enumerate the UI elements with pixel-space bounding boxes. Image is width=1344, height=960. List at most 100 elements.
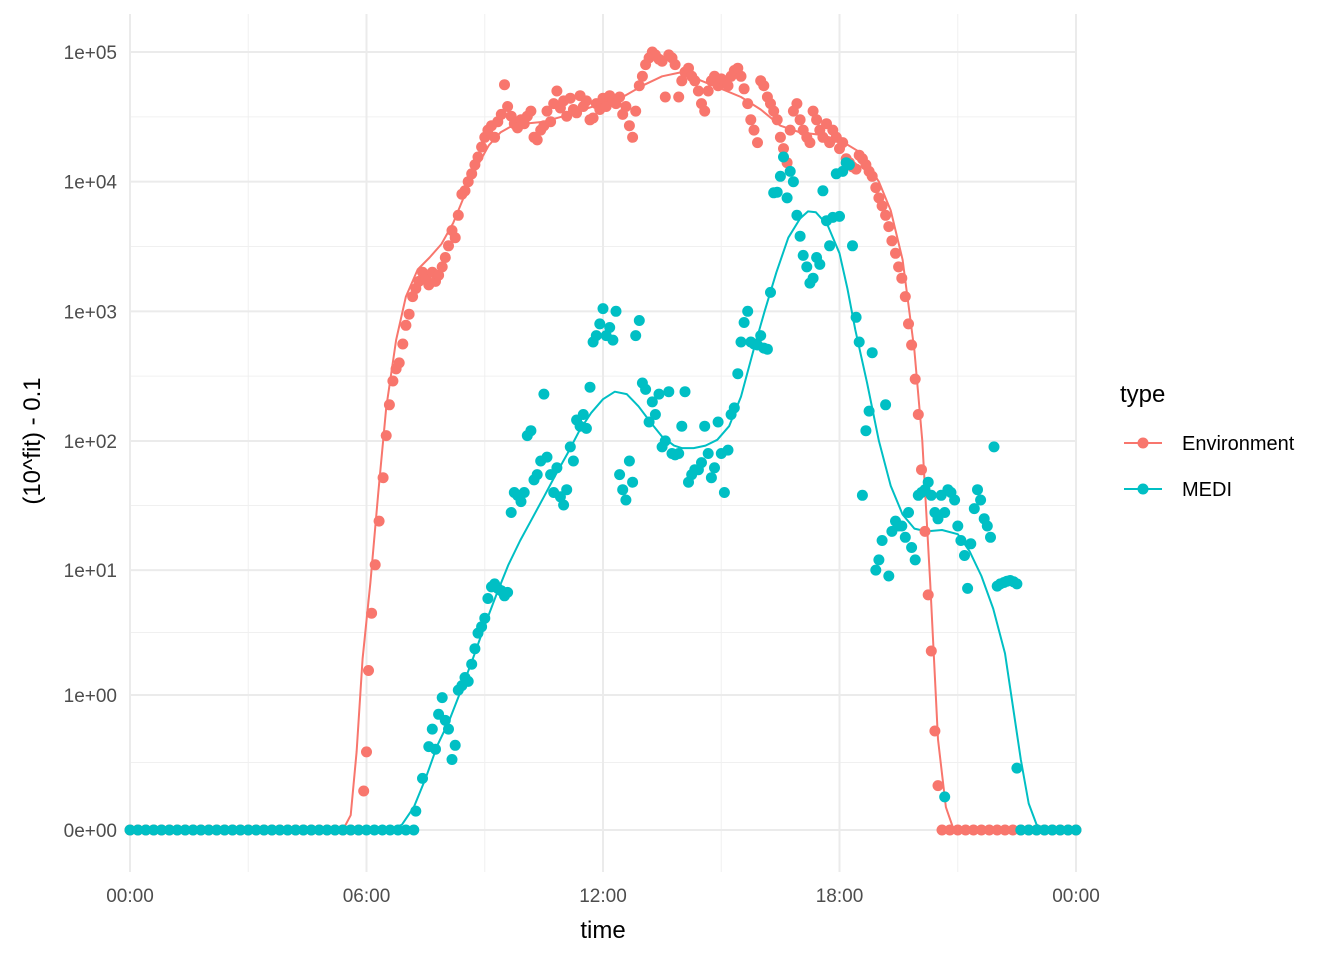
x-axis-title: time: [580, 917, 625, 944]
data-point: [443, 723, 454, 735]
data-point: [742, 305, 754, 317]
data-point: [925, 645, 937, 657]
data-point: [659, 435, 671, 447]
data-point: [653, 388, 665, 400]
data-point: [968, 824, 979, 836]
data-point: [366, 607, 378, 619]
data-point: [893, 261, 905, 273]
data-point: [452, 209, 464, 221]
data-point: [702, 85, 714, 97]
data-point: [794, 230, 806, 242]
data-point: [633, 315, 645, 326]
data-point: [890, 247, 901, 259]
data-point: [916, 464, 927, 476]
data-point: [669, 59, 681, 71]
data-point: [614, 91, 626, 103]
series-environment: [124, 46, 1082, 836]
data-point: [985, 531, 996, 543]
data-point: [768, 105, 780, 117]
legend-title: type: [1120, 381, 1165, 408]
data-point: [531, 134, 543, 146]
data-point: [774, 170, 786, 182]
data-point: [863, 405, 875, 417]
data-point: [643, 416, 655, 428]
data-point: [171, 824, 183, 836]
data-point: [353, 824, 365, 836]
y-tick-label: 1e+01: [64, 561, 117, 582]
data-point: [433, 269, 445, 281]
data-point: [290, 824, 302, 836]
data-point: [604, 322, 616, 333]
data-point: [771, 114, 783, 126]
data-point: [361, 746, 372, 758]
legend-item-environment: Environment: [1124, 433, 1295, 455]
data-point: [368, 824, 380, 836]
data-point: [499, 79, 510, 91]
data-point: [580, 95, 592, 107]
data-point: [1039, 824, 1050, 836]
data-point: [791, 98, 803, 110]
data-point: [880, 399, 892, 411]
data-point: [981, 520, 993, 532]
data-point: [758, 80, 770, 92]
data-point: [518, 487, 530, 498]
data-point: [525, 425, 537, 437]
data-point: [870, 564, 882, 576]
data-point: [258, 824, 270, 836]
data-point: [584, 381, 596, 393]
y-tick-label: 1e+04: [64, 173, 118, 194]
data-point: [551, 462, 563, 474]
data-point: [410, 805, 422, 817]
x-tick-label: 18:00: [816, 886, 864, 907]
y-axis-title: (10^fit) - 0.1: [19, 377, 46, 504]
data-point: [630, 330, 642, 342]
data-point: [932, 780, 944, 792]
legend-label: Environment: [1182, 433, 1295, 455]
data-point: [705, 472, 717, 484]
data-point: [502, 101, 514, 112]
data-point: [962, 582, 974, 594]
data-point: [266, 824, 278, 836]
data-point: [620, 101, 632, 112]
data-point: [140, 824, 152, 836]
data-point: [876, 200, 888, 212]
data-point: [400, 319, 412, 331]
data-point: [400, 824, 412, 836]
data-point: [430, 743, 441, 755]
data-point: [377, 472, 389, 484]
data-point: [689, 75, 701, 87]
data-point: [692, 85, 704, 97]
data-point: [242, 824, 254, 836]
data-point: [939, 791, 951, 803]
data-point: [663, 386, 675, 398]
data-point: [722, 80, 734, 92]
data-point: [227, 824, 238, 836]
data-point: [617, 484, 629, 496]
data-point: [403, 308, 415, 320]
data-point: [1011, 762, 1023, 774]
data-point: [939, 507, 951, 518]
data-point: [646, 396, 658, 408]
data-point: [580, 422, 592, 434]
data-point: [834, 210, 845, 222]
data-point: [797, 249, 809, 261]
data-point: [577, 409, 589, 420]
data-point: [538, 388, 550, 400]
data-point: [472, 151, 484, 163]
data-point: [886, 235, 898, 247]
data-point: [495, 108, 507, 120]
data-point: [633, 80, 645, 92]
data-point: [623, 455, 635, 467]
data-point: [866, 170, 878, 182]
data-point: [765, 286, 776, 298]
data-point: [274, 824, 286, 836]
data-point: [482, 593, 494, 604]
data-point: [883, 570, 895, 582]
data-point: [369, 559, 381, 571]
fit-line-medi: [130, 210, 1076, 831]
data-point: [466, 658, 478, 670]
x-tick-label: 06:00: [343, 886, 391, 907]
data-point: [459, 185, 471, 197]
data-point: [955, 535, 967, 546]
